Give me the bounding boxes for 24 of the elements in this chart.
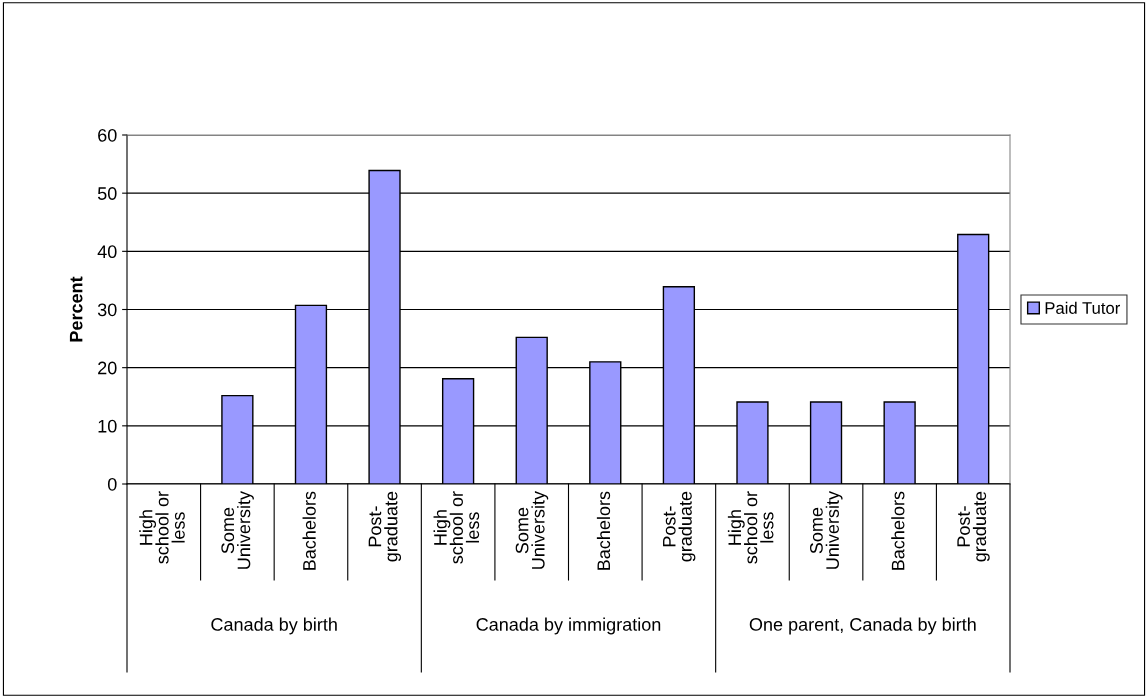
y-tick-label: 30 [97,303,117,317]
text: One parent, Canada by birth [749,617,976,635]
y-tick-label: 0 [107,477,117,491]
x-tick-label: Some University [810,491,843,569]
x-tick-label: Bachelors [891,491,905,570]
y-tick-label: 40 [97,245,117,259]
x-tick-label: Bachelors [302,491,316,570]
text: Canada by immigration [476,617,661,635]
x-tick-label: Post- graduate [663,491,696,562]
x-tick-label: High school or less [433,491,480,564]
text: Canada by birth [211,617,337,635]
x-tick-label: Some University [515,491,549,569]
x-tick-label: Post- graduate [368,491,402,562]
y-tick-label: 60 [98,128,117,142]
y-axis-title: Percent [69,276,83,342]
x-tick-label: High school or less [727,491,774,564]
y-tick-label: 20 [98,361,117,375]
x-tick-label: High school or less [139,491,185,564]
y-tick-label: 50 [97,187,117,200]
x-tick-label: Some University [221,491,254,569]
legend-label: Paid Tutor [1045,301,1121,314]
y-tick-label: 10 [98,419,117,433]
x-tick-label: Bachelors [596,491,611,570]
x-tick-label: Post- graduate [957,491,990,562]
